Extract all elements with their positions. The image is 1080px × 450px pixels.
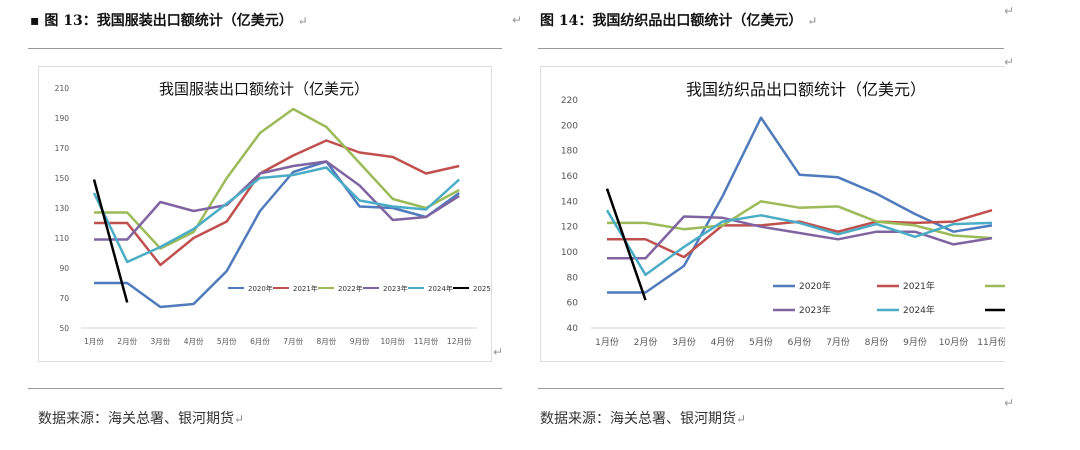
x-tick-label: 5月份 — [749, 336, 773, 348]
x-tick-label: 3月份 — [151, 336, 171, 346]
x-tick-label: 12月份 — [447, 336, 472, 346]
x-tick-label: 11月份 — [414, 336, 439, 346]
y-tick-label: 80 — [567, 273, 579, 283]
chart-title: 我国服装出口额统计（亿美元） — [159, 80, 369, 98]
y-tick-label: 100 — [561, 248, 578, 258]
y-tick-label: 220 — [561, 96, 578, 106]
chart-svg-right: 我国纺织品出口额统计（亿美元） 40 60 80 100 120 140 160 180 200 2… — [561, 80, 1007, 348]
y-tick-label: 110 — [55, 234, 70, 243]
series-line — [94, 107, 460, 250]
series-line — [607, 215, 993, 260]
return-mark: ↵ — [512, 13, 523, 27]
x-tick-label: 11月份 — [977, 336, 1005, 348]
return-mark: ↵ — [1004, 55, 1015, 69]
y-tick-label: 180 — [561, 147, 578, 157]
return-mark: ↵ — [297, 14, 308, 28]
series-line — [607, 116, 993, 294]
series-line — [94, 160, 460, 241]
y-tick-label: 40 — [567, 324, 579, 334]
caption-text-left: 图 13：我国服装出口额统计（亿美元） — [44, 13, 293, 29]
x-tick-label: 9月份 — [350, 336, 370, 346]
x-tick-label: 6月份 — [250, 336, 270, 346]
return-mark: ↵ — [493, 345, 504, 359]
series-line — [605, 209, 993, 277]
chart-title: 我国纺织品出口额统计（亿美元） — [686, 80, 926, 99]
x-tick-label: 8月份 — [317, 336, 337, 346]
x-tick-label: 2月份 — [634, 336, 658, 348]
y-tick-label: 190 — [55, 114, 70, 123]
return-mark: ↵ — [736, 412, 747, 426]
x-tick-label: 1月份 — [84, 336, 104, 346]
x-tick-label: 7月份 — [826, 336, 850, 348]
legend-label: 2023年 — [799, 304, 831, 316]
x-tick-label: 6月份 — [788, 336, 812, 348]
legend-label: 2020年 — [248, 284, 273, 293]
legend-label: 2023年 — [383, 284, 408, 293]
data-source-left: 数据来源：海关总署、银河期货↵ — [38, 408, 244, 428]
x-tick-label: 3月份 — [672, 336, 696, 348]
chart-left: 我国服装出口额统计（亿美元） 50 70 90 110 130 150 170 190 210 1月… — [38, 66, 498, 362]
x-tick-label: 2月份 — [117, 336, 137, 346]
y-tick-label: 200 — [561, 121, 578, 131]
series-line — [607, 209, 993, 259]
bottom-rule-right — [538, 388, 1004, 389]
source-text-left: 数据来源：海关总署、银河期货 — [38, 411, 234, 427]
caption-text-right: 图 14：我国纺织品出口额统计（亿美元） — [540, 13, 803, 29]
x-tick-label: 9月份 — [903, 336, 927, 348]
y-tick-label: 150 — [55, 174, 70, 183]
y-tick-label: 70 — [59, 294, 69, 303]
x-tick-label: 4月份 — [184, 336, 204, 346]
bottom-rule-left — [28, 388, 502, 389]
figure-caption-right: 图 14：我国纺织品出口额统计（亿美元） ↵ — [540, 10, 817, 30]
series-line — [92, 166, 461, 264]
legend-label: 2022年 — [338, 284, 363, 293]
series-line — [94, 160, 460, 309]
chart-svg-left: 我国服装出口额统计（亿美元） 50 70 90 110 130 150 170 190 210 1月… — [55, 80, 498, 346]
series-line — [94, 139, 460, 267]
legend-label: 2024年 — [428, 284, 453, 293]
top-rule-right — [538, 48, 1004, 49]
y-tick-label: 160 — [561, 172, 578, 182]
x-tick-label: 5月份 — [217, 336, 237, 346]
series-line — [92, 179, 129, 303]
x-tick-label: 10月份 — [381, 336, 406, 346]
x-tick-label: 10月份 — [939, 336, 968, 348]
top-rule-left — [28, 48, 502, 49]
caption-bullet: ▪ — [30, 13, 40, 29]
x-tick-label: 7月份 — [283, 336, 303, 346]
y-tick-label: 50 — [59, 324, 69, 333]
legend-label: 2020年 — [799, 280, 831, 292]
return-mark: ↵ — [1004, 396, 1015, 410]
series-line — [605, 188, 647, 301]
y-tick-label: 120 — [561, 223, 578, 233]
y-tick-label: 140 — [561, 197, 578, 207]
y-tick-label: 130 — [55, 204, 70, 213]
x-tick-label: 4月份 — [711, 336, 735, 348]
return-mark: ↵ — [234, 412, 245, 426]
y-tick-label: 90 — [59, 264, 69, 273]
legend-label: 2021年 — [903, 280, 935, 292]
return-mark: ↵ — [807, 14, 818, 28]
y-tick-label: 170 — [55, 144, 70, 153]
legend-label: 2025年 — [473, 284, 491, 293]
y-tick-label: 210 — [55, 84, 70, 93]
x-tick-label: 8月份 — [865, 336, 889, 348]
x-tick-label: 1月份 — [595, 336, 619, 348]
data-source-right: 数据来源：海关总署、银河期货↵ — [540, 408, 746, 428]
series-line — [607, 200, 993, 240]
figure-caption-left: ▪ 图 13：我国服装出口额统计（亿美元） ↵ — [30, 10, 308, 30]
y-tick-label: 60 — [567, 299, 579, 309]
chart-right: 我国纺织品出口额统计（亿美元） 40 60 80 100 120 140 160 180 200 2… — [540, 66, 1007, 362]
legend-label: 2024年 — [903, 304, 935, 316]
source-text-right: 数据来源：海关总署、银河期货 — [540, 411, 736, 427]
legend-label: 2021年 — [293, 284, 318, 293]
return-mark: ↵ — [1004, 4, 1015, 18]
